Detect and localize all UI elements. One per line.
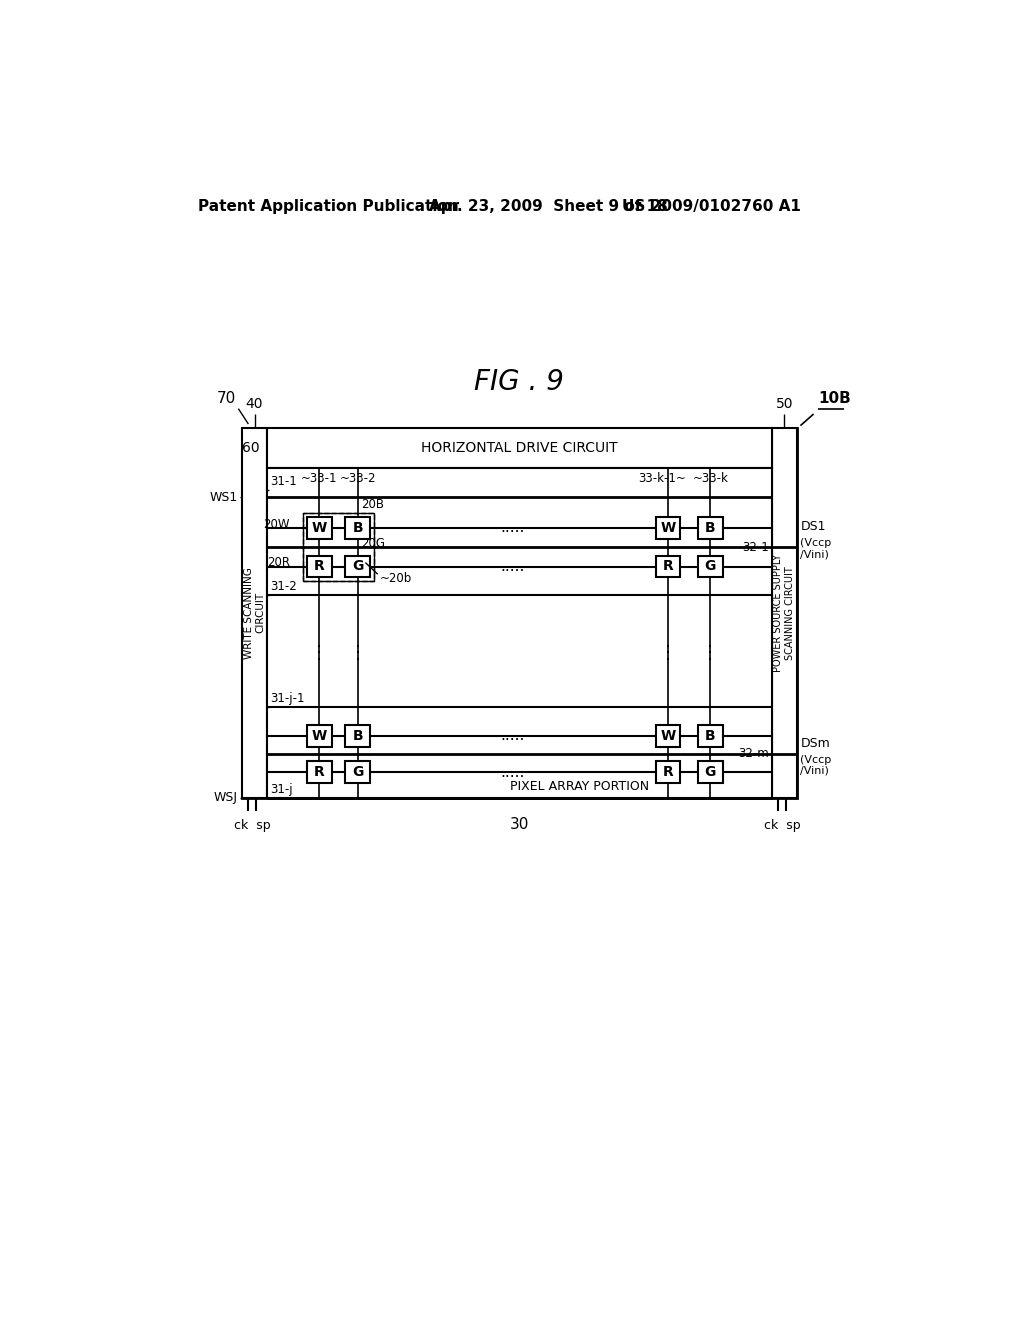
- Text: US 2009/0102760 A1: US 2009/0102760 A1: [622, 198, 801, 214]
- Text: FIG . 9: FIG . 9: [474, 368, 564, 396]
- Text: ⋮: ⋮: [659, 644, 677, 661]
- Bar: [698, 762, 723, 783]
- Text: G: G: [352, 766, 364, 779]
- Text: POWER SOURCE SUPPLY
SCANNING CIRCUIT: POWER SOURCE SUPPLY SCANNING CIRCUIT: [773, 553, 795, 672]
- Text: /Vini): /Vini): [801, 766, 829, 775]
- Text: W: W: [311, 729, 327, 743]
- Bar: [345, 762, 370, 783]
- Text: G: G: [705, 560, 716, 573]
- Text: (Vccp: (Vccp: [801, 755, 831, 766]
- Text: 20W: 20W: [263, 517, 290, 531]
- Text: B: B: [706, 729, 716, 743]
- Bar: [772, 428, 797, 797]
- Text: 32-m: 32-m: [738, 747, 769, 760]
- Bar: [307, 556, 332, 577]
- Text: PIXEL ARRAY PORTION: PIXEL ARRAY PORTION: [510, 780, 649, 793]
- Text: ~20b: ~20b: [379, 572, 412, 585]
- Text: DSm: DSm: [801, 737, 830, 750]
- Bar: [303, 513, 374, 581]
- Text: 10B: 10B: [818, 391, 851, 407]
- Text: B: B: [352, 521, 364, 535]
- Text: G: G: [705, 766, 716, 779]
- Bar: [655, 556, 680, 577]
- Text: .....: .....: [501, 764, 525, 780]
- Text: B: B: [352, 729, 364, 743]
- Text: ⋮: ⋮: [349, 644, 367, 661]
- Text: W: W: [660, 521, 676, 535]
- Text: R: R: [313, 560, 325, 573]
- Bar: [307, 725, 332, 747]
- Bar: [698, 725, 723, 747]
- Text: 60: 60: [242, 441, 259, 455]
- Text: ~33-2: ~33-2: [340, 473, 376, 486]
- Text: ~33-k: ~33-k: [692, 473, 728, 486]
- Text: Apr. 23, 2009  Sheet 9 of 18: Apr. 23, 2009 Sheet 9 of 18: [429, 198, 668, 214]
- Bar: [307, 517, 332, 539]
- Text: 20G: 20G: [361, 536, 386, 549]
- Text: DS1: DS1: [801, 520, 826, 533]
- Text: 31-2: 31-2: [270, 581, 297, 594]
- Text: W: W: [660, 729, 676, 743]
- Text: ck  sp: ck sp: [233, 818, 270, 832]
- Bar: [345, 556, 370, 577]
- Text: 31-1: 31-1: [270, 475, 297, 488]
- Bar: [243, 428, 797, 797]
- Bar: [345, 517, 370, 539]
- Text: 33-k-1~: 33-k-1~: [638, 473, 686, 486]
- Bar: [655, 517, 680, 539]
- Text: ⋮: ⋮: [310, 644, 329, 661]
- Text: B: B: [706, 521, 716, 535]
- Text: (Vccp: (Vccp: [801, 539, 831, 548]
- Text: HORIZONTAL DRIVE CIRCUIT: HORIZONTAL DRIVE CIRCUIT: [421, 441, 617, 455]
- Text: 31-j: 31-j: [270, 783, 293, 796]
- Text: WS1: WS1: [209, 491, 238, 504]
- Bar: [698, 517, 723, 539]
- Bar: [655, 725, 680, 747]
- Text: ck  sp: ck sp: [764, 818, 801, 832]
- Text: WRITE SCANNING
CIRCUIT: WRITE SCANNING CIRCUIT: [244, 566, 265, 659]
- Text: W: W: [311, 521, 327, 535]
- Text: 70: 70: [217, 391, 237, 407]
- Text: .....: .....: [501, 558, 525, 574]
- Text: 20R: 20R: [267, 556, 290, 569]
- Text: WSJ: WSJ: [214, 791, 238, 804]
- Text: 40: 40: [246, 397, 263, 411]
- Text: .....: .....: [501, 729, 525, 743]
- Bar: [243, 428, 267, 797]
- Text: /Vini): /Vini): [801, 550, 829, 560]
- Text: 32-1: 32-1: [742, 541, 769, 554]
- Text: 50: 50: [775, 397, 793, 411]
- Bar: [267, 469, 772, 797]
- Text: R: R: [663, 766, 674, 779]
- Bar: [345, 725, 370, 747]
- Text: ⋮: ⋮: [701, 644, 720, 661]
- Bar: [655, 762, 680, 783]
- Bar: [307, 762, 332, 783]
- Text: 31-j-1: 31-j-1: [270, 692, 304, 705]
- Bar: [698, 556, 723, 577]
- Text: 30: 30: [510, 817, 529, 832]
- Text: Patent Application Publication: Patent Application Publication: [199, 198, 459, 214]
- Bar: [303, 513, 374, 581]
- Text: R: R: [663, 560, 674, 573]
- Text: 20B: 20B: [361, 498, 385, 511]
- Text: R: R: [313, 766, 325, 779]
- Bar: [267, 428, 772, 469]
- Text: G: G: [352, 560, 364, 573]
- Text: ~33-1: ~33-1: [301, 473, 338, 486]
- Text: .....: .....: [501, 520, 525, 536]
